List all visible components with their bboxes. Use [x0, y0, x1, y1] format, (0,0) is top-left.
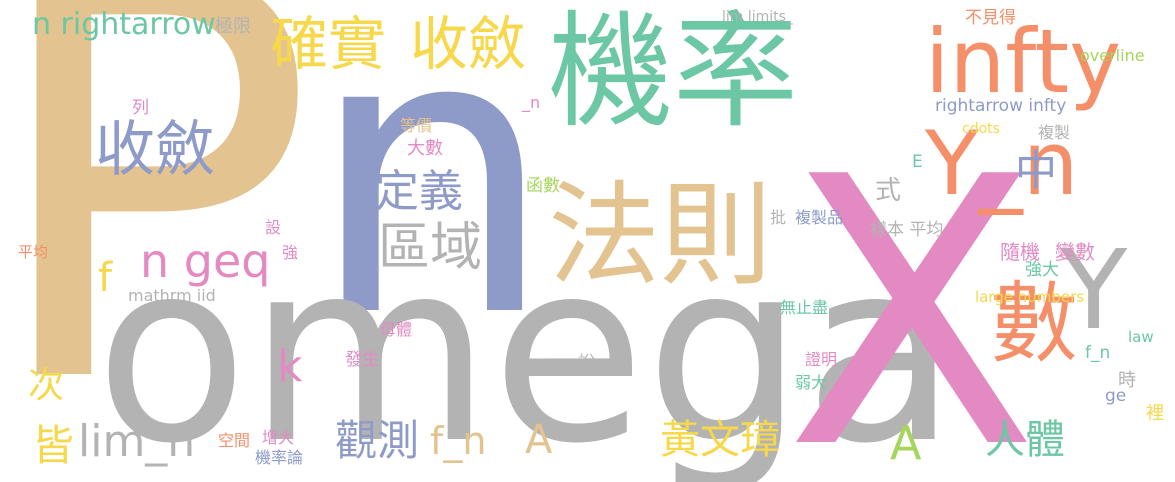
cloud-word: 皆 [32, 421, 75, 470]
cloud-word: 法則 [548, 171, 772, 301]
cloud-word: 變數 [1055, 240, 1095, 264]
cloud-word: omega [95, 207, 958, 482]
cloud-word: 列 [132, 98, 149, 118]
cloud-word: _n [522, 93, 541, 112]
cloud-word: 無止盡 [780, 298, 829, 317]
cloud-word: 確實 [270, 10, 387, 78]
cloud-word: 區域 [378, 218, 483, 278]
cloud-word: 平均 [18, 243, 49, 261]
cloud-word: infty [925, 10, 1122, 113]
cloud-word: 裡 [1146, 403, 1164, 424]
cloud-word: lim limits_ [722, 9, 793, 25]
cloud-word: 批 [770, 208, 787, 227]
cloud-word: k [277, 341, 303, 392]
cloud-word: rightarrow infty [935, 96, 1067, 116]
cloud-word: 函數 [526, 176, 560, 196]
cloud-word: 大數 [407, 138, 443, 159]
cloud-word: ge [1105, 386, 1127, 406]
cloud-word: 機率論 [255, 448, 304, 467]
cloud-word: 等價 [400, 116, 433, 135]
cloud-word: X [785, 100, 1039, 482]
cloud-word: n rightarrow [32, 7, 216, 42]
cloud-word: 強 [282, 243, 299, 262]
cloud-word: 數 [990, 272, 1079, 375]
cloud-word: 設 [265, 218, 282, 237]
cloud-word: mathrm iid [128, 286, 216, 305]
cloud-word: 隨機 [1000, 240, 1040, 264]
cloud-word: 複製品 [795, 208, 844, 227]
cloud-word: 黃文璋 [660, 417, 780, 463]
cloud-word: overline [1080, 46, 1145, 65]
cloud-word: E [912, 152, 923, 172]
cloud-word: 弱大 [795, 373, 828, 392]
cloud-word: f_n [430, 419, 487, 463]
cloud-word: 收斂 [410, 10, 527, 78]
cloud-word: 人體 [985, 417, 1065, 463]
cloud-word: Y_n [925, 112, 1079, 215]
cloud-word: 機率 [548, 0, 798, 145]
cloud-word: 說 [578, 353, 595, 373]
cloud-word: f_n [1085, 343, 1111, 363]
cloud-word: 母體 [380, 320, 413, 339]
cloud-word: 複製 [1038, 123, 1071, 142]
cloud-word: 觀測 [335, 416, 420, 465]
cloud-word: 次 [28, 365, 65, 406]
cloud-word: 不見得 [965, 8, 1016, 28]
cloud-word: cdots [962, 121, 1000, 137]
cloud-word: 中 [1015, 146, 1058, 195]
cloud-word: Y [1060, 226, 1128, 354]
cloud-word: 證明 [805, 350, 838, 369]
cloud-word: 收斂 [95, 115, 215, 185]
cloud-word: 極限 [215, 16, 251, 37]
cloud-word: 強大 [1025, 260, 1059, 280]
cloud-word: P [0, 0, 317, 482]
cloud-word: 時 [1118, 370, 1136, 391]
cloud-word: n geq [140, 234, 271, 288]
cloud-word: 空間 [218, 431, 251, 450]
cloud-word: 增大 [262, 428, 295, 447]
cloud-word: 式 [875, 176, 902, 206]
cloud-word: 定義 [375, 166, 463, 217]
cloud-word: large numbers [975, 288, 1085, 306]
cloud-word: f [98, 255, 113, 301]
cloud-word: n [308, 0, 556, 402]
cloud-word: A [525, 417, 553, 463]
cloud-word: law [1128, 328, 1154, 346]
cloud-word: lim_n [78, 416, 196, 467]
cloud-word: 樣本 平均 [870, 220, 944, 240]
cloud-word: A [890, 416, 922, 470]
cloud-word: 發生 [345, 350, 379, 370]
